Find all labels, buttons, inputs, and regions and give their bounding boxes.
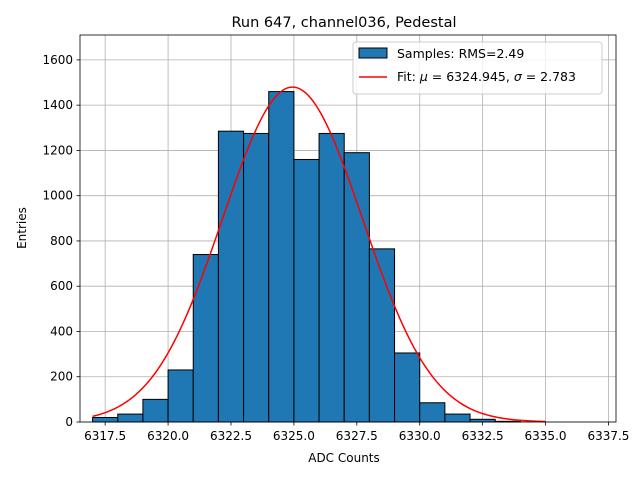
x-tick-label: 6332.5 [462, 429, 504, 443]
chart-title: Run 647, channel036, Pedestal [231, 15, 456, 31]
histogram-bar [243, 132, 270, 423]
fit-curve [92, 86, 546, 423]
legend-label-samples: Samples: RMS=2.49 [397, 46, 524, 61]
x-tick-label: 6327.5 [336, 429, 378, 443]
y-tick-label: 400 [50, 324, 73, 338]
histogram-bar [368, 248, 396, 423]
histogram-bar [117, 413, 144, 423]
x-tick-label: 6335.0 [525, 429, 567, 443]
fit-mu-symbol: μ [419, 69, 428, 84]
plot-frame [79, 34, 617, 423]
y-tick-label: 1400 [42, 98, 73, 112]
y-tick-label: 800 [50, 234, 73, 248]
histogram-bars [92, 91, 521, 423]
y-tick-label: 0 [65, 415, 73, 429]
y-tick-label: 600 [50, 279, 73, 293]
histogram-bar [268, 91, 295, 423]
histogram-bar [444, 413, 471, 423]
fit-sigma-value: = 2.783 [522, 69, 576, 84]
legend: Samples: RMS=2.49 Fit: μ = 6324.945, σ =… [352, 41, 603, 95]
x-tick-label: 6325.0 [273, 429, 315, 443]
histogram-bar [419, 402, 446, 423]
y-tick-label: 1600 [42, 53, 73, 67]
y-axis-ticks: 0 200 400 600 800 1000 1200 1400 1600 [42, 53, 80, 429]
y-tick-label: 200 [50, 370, 73, 384]
x-tick-label: 6320.0 [147, 429, 189, 443]
histogram-bar [293, 158, 320, 423]
y-tick-label: 1000 [42, 189, 73, 203]
y-tick-label: 1200 [42, 143, 73, 157]
histogram-bar [142, 398, 169, 423]
x-tick-label: 6322.5 [210, 429, 252, 443]
histogram-bar [394, 352, 421, 423]
x-tick-label: 6330.0 [399, 429, 441, 443]
histogram-bar [469, 418, 496, 423]
fit-sigma-symbol: σ [514, 69, 523, 84]
fit-mu-value: = 6324.945, [428, 69, 514, 84]
histogram-bar [343, 152, 370, 423]
y-axis-label: Entries [15, 207, 29, 249]
histogram-bar [167, 369, 194, 423]
x-axis-ticks: 6317.5 6320.0 6322.5 6325.0 6327.5 6330.0 6332… [84, 422, 629, 443]
legend-swatch-samples [358, 47, 388, 59]
histogram-bar [318, 132, 345, 423]
x-tick-label: 6337.5 [587, 429, 629, 443]
fit-label-prefix: Fit: [397, 69, 420, 84]
histogram-bar [217, 130, 245, 423]
histogram-bar [92, 416, 119, 423]
legend-label-fit: Fit: μ = 6324.945, σ = 2.783 [397, 69, 576, 84]
legend-box [352, 41, 603, 95]
histogram-bar [192, 254, 219, 423]
x-axis-label: ADC Counts [308, 451, 380, 465]
x-tick-label: 6317.5 [84, 429, 126, 443]
